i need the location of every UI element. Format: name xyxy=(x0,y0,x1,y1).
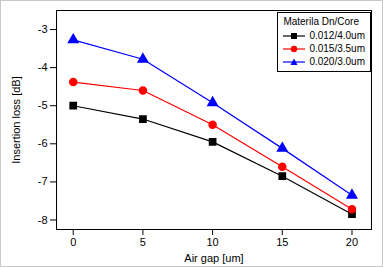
svg-text:-3: -3 xyxy=(38,23,48,35)
svg-text:-7: -7 xyxy=(38,175,48,187)
svg-text:-8: -8 xyxy=(38,213,48,225)
svg-text:20: 20 xyxy=(346,236,358,248)
svg-text:-6: -6 xyxy=(38,137,48,149)
html-text:0.015/3.5um: 0.015/3.5um xyxy=(309,43,365,54)
svg-text:-5: -5 xyxy=(38,99,48,111)
svg-text:-4: -4 xyxy=(38,61,48,73)
html-text:0.012/4.0um: 0.012/4.0um xyxy=(309,30,365,41)
svg-text:Air gap [um]: Air gap [um] xyxy=(184,252,243,264)
html-text:0.020/3.0um: 0.020/3.0um xyxy=(309,56,365,67)
svg-text:Insertion loss [dB]: Insertion loss [dB] xyxy=(10,76,22,163)
svg-text:15: 15 xyxy=(276,236,288,248)
svg-text:5: 5 xyxy=(140,236,146,248)
svg-text:10: 10 xyxy=(206,236,218,248)
svg-text:0: 0 xyxy=(70,236,76,248)
html-text:Materila Dn/Core: Materila Dn/Core xyxy=(283,16,359,27)
